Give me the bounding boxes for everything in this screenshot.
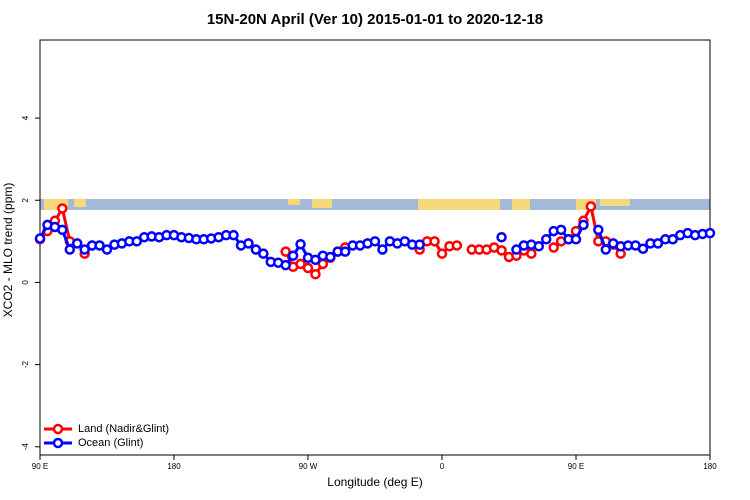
chart-title: 15N-20N April (Ver 10) 2015-01-01 to 202… (207, 11, 543, 28)
x-tick-label: 90 W (299, 462, 318, 471)
data-point (526, 248, 537, 259)
data-point (57, 203, 68, 214)
data-point (280, 259, 291, 271)
data-point (228, 229, 239, 241)
x-tick-label: 0 (440, 462, 445, 471)
map-strip (40, 199, 710, 210)
data-point (600, 244, 612, 255)
data-point (414, 239, 425, 250)
data-point (34, 233, 46, 244)
y-tick-label: 4 (21, 115, 30, 120)
x-tick-label: 180 (167, 462, 181, 471)
data-point (667, 234, 679, 245)
legend-label: Ocean (Glint) (78, 437, 143, 449)
data-point (540, 234, 552, 245)
x-tick-label: 90 E (32, 462, 48, 471)
data-point (295, 238, 306, 250)
data-point (94, 240, 105, 251)
data-point (302, 262, 314, 274)
data-point (533, 241, 545, 252)
y-tick-label: -4 (21, 443, 30, 451)
data-point (287, 250, 299, 261)
data-point (637, 243, 649, 254)
data-point (64, 244, 76, 255)
data-point (57, 224, 68, 236)
data-point (258, 248, 269, 259)
legend-marker (52, 423, 64, 435)
legend: Land (Nadir&Glint) Ocean (Glint) (44, 423, 169, 449)
x-axis-label: Longitude (deg E) (327, 475, 422, 489)
data-point (451, 240, 463, 251)
data-point (295, 258, 306, 270)
y-tick-label: 0 (21, 280, 30, 285)
data-point (369, 236, 381, 247)
data-point (280, 246, 291, 257)
data-point (652, 238, 664, 249)
data-point (436, 248, 448, 259)
plot-frame (39, 39, 711, 456)
data-point (79, 244, 90, 255)
data-point (578, 219, 589, 231)
data-point (101, 244, 113, 255)
data-point (570, 234, 582, 245)
data-point (325, 251, 336, 263)
data-point (243, 238, 254, 249)
legend-marker (52, 437, 64, 449)
data-point (585, 201, 597, 212)
x-tick-label: 180 (703, 462, 717, 471)
data-point (131, 236, 143, 247)
data-point (593, 224, 604, 236)
y-tick-label: 2 (21, 197, 30, 202)
data-point (310, 254, 321, 266)
y-tick-label: -2 (21, 361, 30, 369)
x-tick-label: 90 E (568, 462, 584, 471)
data-point (429, 236, 440, 247)
data-point (339, 246, 351, 257)
data-point (704, 227, 716, 239)
data-point (496, 231, 507, 243)
data-point (377, 244, 388, 255)
data-point (548, 242, 559, 253)
legend-label: Land (Nadir&Glint) (78, 423, 169, 435)
y-axis-label: XCO2 - MLO trend (ppm) (1, 183, 15, 318)
data-point (496, 245, 507, 256)
data-point (511, 244, 522, 255)
data-point (555, 224, 567, 236)
data-point (71, 238, 83, 249)
data-point (250, 244, 262, 255)
data-point (310, 268, 321, 280)
